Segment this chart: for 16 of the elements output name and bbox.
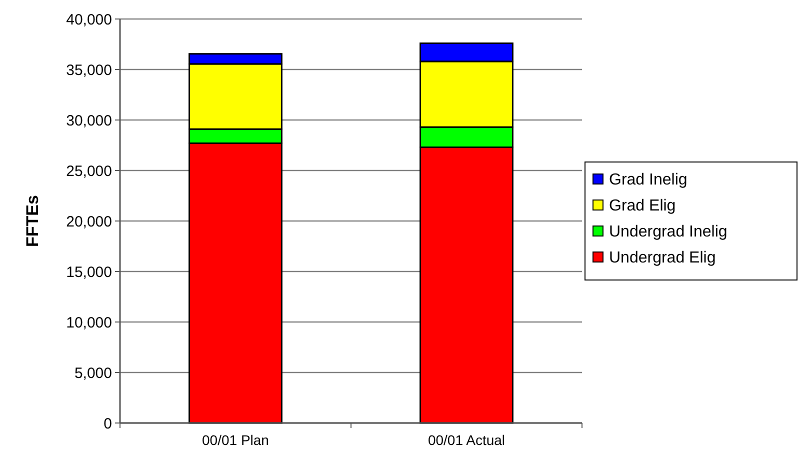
y-tick-label: 15,000 bbox=[66, 264, 112, 281]
x-tick-label: 00/01 Actual bbox=[428, 432, 506, 448]
legend-label: Grad Elig bbox=[609, 198, 676, 215]
legend-label: Undergrad Elig bbox=[609, 250, 716, 267]
y-tick-label: 40,000 bbox=[66, 11, 112, 28]
y-tick-label: 35,000 bbox=[66, 62, 112, 79]
legend-label: Grad Inelig bbox=[609, 172, 688, 189]
y-axis-title: FFTEs bbox=[23, 195, 42, 247]
y-tick-label: 10,000 bbox=[66, 314, 112, 332]
y-tick-label: 20,000 bbox=[66, 213, 112, 230]
y-tick-label: 30,000 bbox=[66, 112, 112, 130]
y-tick-label: 0 bbox=[104, 415, 112, 432]
y-tick-label: 25,000 bbox=[66, 162, 112, 180]
x-tick-label: 00/01 Plan bbox=[202, 432, 269, 448]
legend-label: Undergrad Inelig bbox=[609, 224, 728, 241]
y-tick-label: 5,000 bbox=[74, 364, 112, 382]
